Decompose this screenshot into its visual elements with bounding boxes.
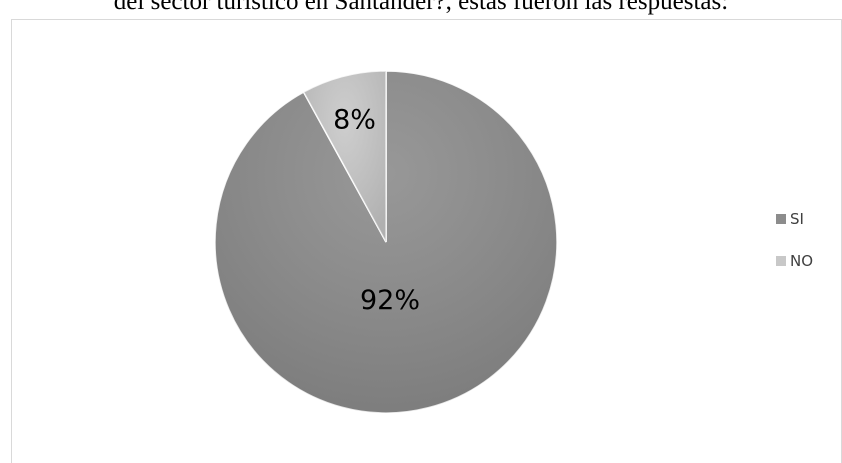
legend-item-si: SI [776, 210, 813, 228]
legend-label-no: NO [790, 252, 814, 270]
legend-swatch-si [776, 214, 786, 224]
pie-label-si: 92% [360, 285, 420, 316]
document-text-line: del sector turístico en Santander?, esta… [113, 0, 729, 15]
pie-label-no: 8% [333, 104, 376, 135]
legend-swatch-no [776, 256, 786, 266]
pie-slice-shade-no [303, 71, 386, 242]
legend-item-no: NO [776, 252, 813, 270]
legend-label-si: SI [790, 210, 804, 228]
chart-legend: SI NO [776, 210, 813, 294]
